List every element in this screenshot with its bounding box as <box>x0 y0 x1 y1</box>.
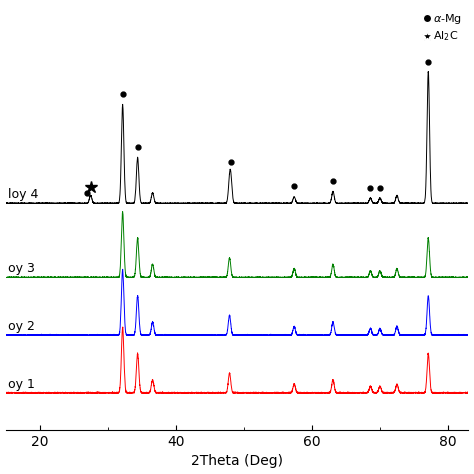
Legend: $\alpha$-Mg, Al$_2$C: $\alpha$-Mg, Al$_2$C <box>423 11 463 45</box>
Text: oy 1: oy 1 <box>8 378 35 391</box>
Text: loy 4: loy 4 <box>8 188 38 201</box>
Text: oy 2: oy 2 <box>8 320 35 333</box>
X-axis label: 2Theta (Deg): 2Theta (Deg) <box>191 455 283 468</box>
Text: oy 3: oy 3 <box>8 263 35 275</box>
